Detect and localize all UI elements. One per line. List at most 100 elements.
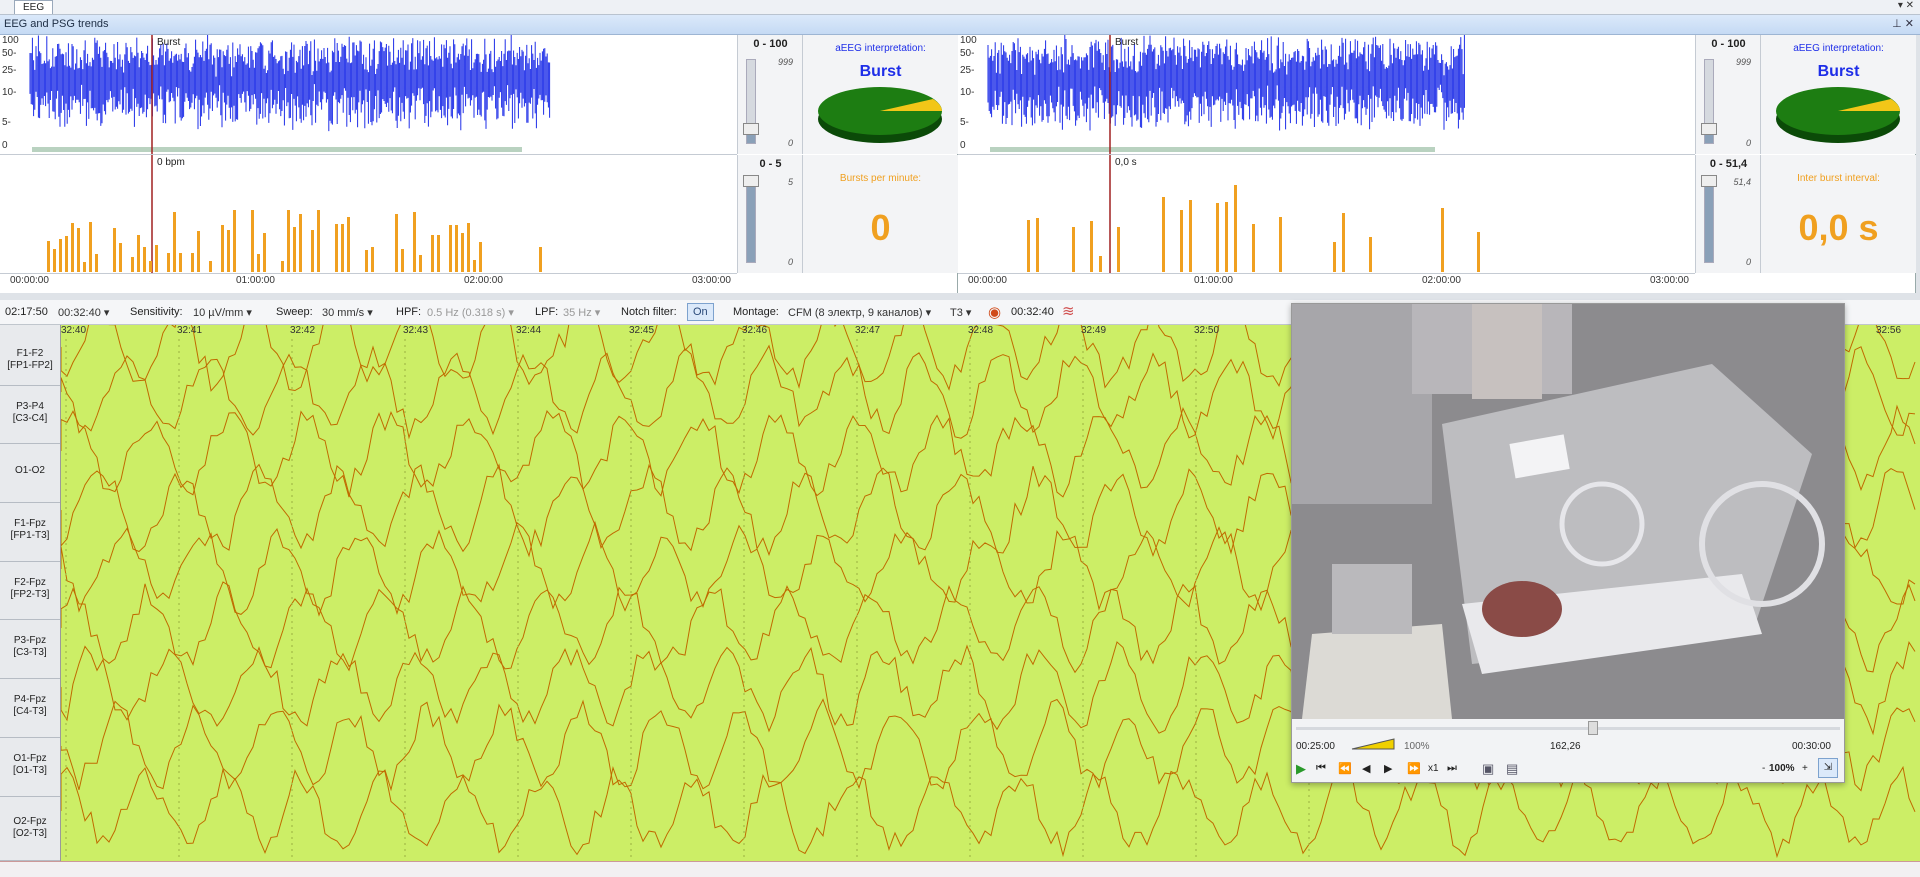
time-tick: 00:00:00 — [10, 275, 49, 286]
hpf-dropdown[interactable]: 0.5 Hz (0.318 s) ▾ — [427, 307, 514, 319]
sensitivity-label: Sensitivity: — [130, 306, 183, 318]
burst-bar — [77, 228, 80, 272]
channel-label[interactable]: O1-Fpz [O1-T3] — [0, 737, 60, 797]
channel-label[interactable]: P3-Fpz [C3-T3] — [0, 619, 60, 679]
slider-thumb[interactable] — [1701, 122, 1717, 135]
slider-track[interactable] — [743, 59, 759, 144]
waveform-icon[interactable]: ≋ — [1062, 303, 1075, 320]
trends-left: 100 50- 25- 10- 5- 0 Burst 0 - 100 999 0… — [0, 35, 958, 293]
slider-max: 999 — [777, 57, 793, 67]
channel-label[interactable]: F2-Fpz [FP2-T3] — [0, 561, 60, 620]
time-tick: 01:00:00 — [236, 275, 275, 286]
zoom-minus[interactable]: - — [1762, 763, 1766, 774]
burst-bar — [1477, 232, 1480, 272]
notch-toggle[interactable]: On — [687, 303, 714, 321]
slider-thumb[interactable] — [743, 174, 759, 187]
overview-scrollbar[interactable] — [0, 861, 1920, 877]
panel-controls[interactable]: ⊥ ✕ — [1892, 18, 1914, 30]
burst-bar — [209, 261, 212, 272]
burst-bar — [149, 261, 152, 272]
step-forward-icon[interactable]: ▶ — [1384, 763, 1393, 775]
burst-bar — [437, 235, 440, 272]
burst-bar — [65, 236, 68, 272]
slider-min: 0 — [1745, 257, 1751, 267]
skip-end-icon[interactable]: ⏭ — [1447, 762, 1457, 774]
fast-forward-icon[interactable]: ⏩ — [1407, 763, 1421, 775]
video-frame[interactable] — [1292, 304, 1844, 719]
step-back-icon[interactable]: ◀ — [1362, 763, 1371, 775]
zoom-value: 100% — [1769, 763, 1795, 774]
montage-label: Montage: — [733, 306, 779, 318]
ibi-trend-right[interactable]: 0,0 s — [958, 155, 1695, 274]
time-tick: 02:00:00 — [464, 275, 503, 286]
play-icon[interactable]: ▶ — [1296, 761, 1306, 776]
pin-icon[interactable]: ⇲ — [1818, 758, 1838, 778]
aeeg-range-slider[interactable]: 0 - 100 999 0 — [737, 35, 803, 154]
burst-bar — [341, 224, 344, 272]
burst-bar — [1090, 221, 1093, 272]
lpf-label: LPF: — [535, 306, 559, 318]
burst-bar — [1189, 200, 1192, 272]
ruler-tick: 32:41 — [177, 325, 203, 336]
export-icon[interactable]: ▤ — [1506, 761, 1519, 776]
ytick: 50- — [2, 48, 17, 59]
interp-label: aEEG interpretation: — [835, 43, 926, 54]
skip-start-icon[interactable]: ⏮ — [1316, 762, 1326, 774]
burst-bar — [137, 235, 140, 272]
panel-titlebar: EEG and PSG trends ⊥ ✕ — [0, 15, 1920, 35]
bursts-trend-left[interactable]: 0 bpm — [0, 155, 737, 274]
position-dropdown[interactable]: 00:32:40 ▾ — [58, 307, 110, 319]
burst-bar — [1162, 197, 1165, 272]
ytick: 0 — [2, 140, 8, 151]
burst-bar — [71, 223, 74, 272]
brain-icon[interactable]: ◉ — [988, 304, 1002, 321]
artifact-band — [32, 147, 522, 152]
channel-label[interactable]: F1-F2 [FP1-FP2] — [0, 339, 60, 386]
burst-bar — [191, 253, 194, 272]
video-player: 00:25:00 100% 162,26 00:30:00 ▶ ⏮ ⏪ ◀ ▶ … — [1291, 303, 1845, 783]
sensitivity-dropdown[interactable]: 10 µV/mm ▾ — [193, 307, 252, 319]
zoom-plus[interactable]: + — [1802, 763, 1808, 774]
slider-thumb[interactable] — [743, 122, 759, 135]
interp-pie — [818, 87, 942, 143]
reference-dropdown[interactable]: T3 ▾ — [950, 307, 972, 319]
bursts-range-slider[interactable]: 0 - 5 5 0 — [737, 155, 803, 273]
video-seek-track[interactable] — [1296, 727, 1840, 730]
montage-dropdown[interactable]: CFM (8 электр, 9 каналов) ▾ — [788, 307, 932, 319]
slider-track[interactable] — [743, 174, 759, 263]
aeeg-range-slider[interactable]: 0 - 100 999 0 — [1695, 35, 1761, 154]
ibi-range-slider[interactable]: 0 - 51,4 51,4 0 — [1695, 155, 1761, 273]
video-seek-thumb[interactable] — [1588, 721, 1598, 735]
ytick: 0 — [960, 140, 966, 151]
aeeg-trend-right[interactable]: 100 50- 25- 10- 5- 0 Burst — [958, 35, 1695, 155]
prev-frame-icon[interactable]: ⏪ — [1338, 763, 1352, 775]
burst-bar — [1279, 217, 1282, 272]
slider-thumb[interactable] — [1701, 174, 1717, 187]
snapshot-icon[interactable]: ▣ — [1482, 761, 1495, 776]
aeeg-trend-left[interactable]: 100 50- 25- 10- 5- 0 Burst — [0, 35, 737, 155]
channel-label[interactable]: O1-O2 — [0, 443, 60, 503]
lpf-dropdown[interactable]: 35 Hz ▾ — [563, 307, 601, 319]
channel-label[interactable]: P4-Fpz [C4-T3] — [0, 678, 60, 738]
burst-marker-label: Burst — [1115, 37, 1139, 48]
channel-label[interactable]: O2-Fpz [O2-T3] — [0, 796, 60, 861]
sweep-dropdown[interactable]: 30 mm/s ▾ — [322, 307, 373, 319]
volume-wedge[interactable] — [1350, 737, 1398, 754]
burst-bar — [365, 250, 368, 272]
burst-bar — [1342, 213, 1345, 272]
sweep-label: Sweep: — [276, 306, 313, 318]
burst-bar — [1180, 210, 1183, 272]
slider-track[interactable] — [1701, 59, 1717, 144]
ytick: 5- — [960, 117, 969, 128]
channel-label[interactable]: F1-Fpz [FP1-T3] — [0, 502, 60, 562]
ruler-tick: 32:42 — [290, 325, 316, 336]
channel-label[interactable]: P3-P4 [C3-C4] — [0, 385, 60, 444]
interp-value: Burst — [859, 63, 902, 80]
tab-eeg[interactable]: EEG — [14, 0, 54, 14]
burst-bar — [221, 225, 224, 272]
window-controls[interactable]: ▾ ✕ — [1897, 0, 1914, 11]
playback-speed[interactable]: x1 — [1428, 763, 1439, 774]
slider-track[interactable] — [1701, 174, 1717, 263]
burst-bar — [1216, 203, 1219, 272]
burst-bar — [395, 214, 398, 272]
